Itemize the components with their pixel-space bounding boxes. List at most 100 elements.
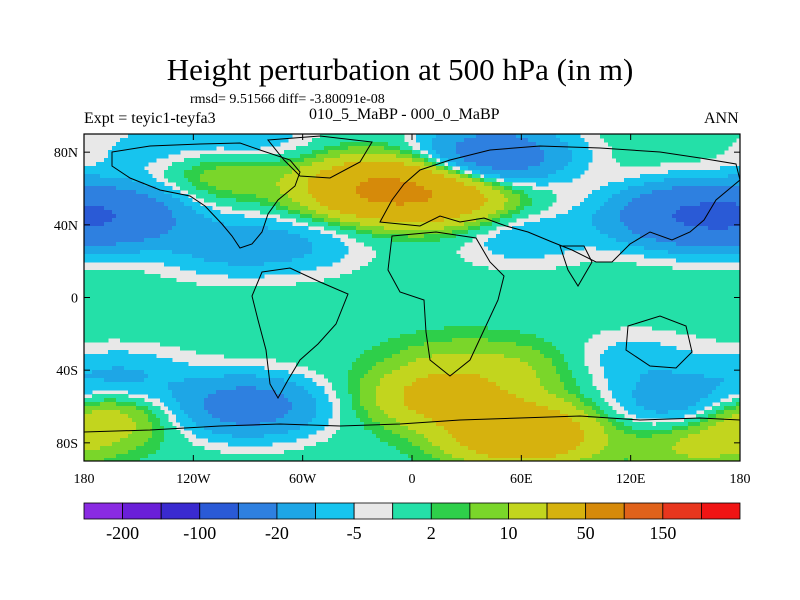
field-cell bbox=[628, 190, 633, 195]
field-cell bbox=[552, 198, 557, 203]
field-cell bbox=[600, 206, 605, 211]
field-cell bbox=[252, 190, 257, 195]
field-cell bbox=[404, 174, 409, 179]
field-cell bbox=[308, 154, 313, 159]
field-cell bbox=[300, 178, 305, 183]
field-cell bbox=[516, 146, 521, 151]
field-cell bbox=[724, 214, 729, 219]
field-cell bbox=[136, 150, 141, 155]
field-cell bbox=[360, 266, 365, 271]
field-cell bbox=[456, 266, 461, 271]
field-cell bbox=[124, 178, 129, 183]
field-cell bbox=[228, 226, 233, 231]
field-cell bbox=[684, 230, 689, 235]
field-cell bbox=[604, 222, 609, 227]
field-cell bbox=[592, 210, 597, 215]
field-cell bbox=[296, 262, 301, 267]
field-cell bbox=[404, 206, 409, 211]
field-cell bbox=[668, 138, 673, 143]
field-cell bbox=[180, 238, 185, 243]
field-cell bbox=[664, 222, 669, 227]
field-cell bbox=[288, 186, 293, 191]
field-cell bbox=[160, 202, 165, 207]
field-cell bbox=[92, 230, 97, 235]
field-cell bbox=[256, 138, 261, 143]
field-cell bbox=[416, 178, 421, 183]
field-cell bbox=[428, 198, 433, 203]
field-cell bbox=[384, 230, 389, 235]
field-cell bbox=[652, 182, 657, 187]
field-cell bbox=[528, 226, 533, 231]
field-cell bbox=[360, 210, 365, 215]
field-cell bbox=[232, 162, 237, 167]
field-cell bbox=[668, 266, 673, 271]
field-cell bbox=[100, 206, 105, 211]
field-cell bbox=[688, 274, 693, 279]
field-cell bbox=[236, 154, 241, 159]
field-cell bbox=[712, 226, 717, 231]
field-cell bbox=[272, 138, 277, 143]
field-cell bbox=[228, 222, 233, 227]
field-cell bbox=[388, 150, 393, 155]
field-cell bbox=[280, 154, 285, 159]
field-cell bbox=[688, 170, 693, 175]
field-cell bbox=[536, 182, 541, 187]
field-cell bbox=[276, 258, 281, 263]
field-cell bbox=[616, 246, 621, 251]
field-cell bbox=[104, 222, 109, 227]
field-cell bbox=[248, 218, 253, 223]
field-cell bbox=[640, 218, 645, 223]
field-cell bbox=[128, 222, 133, 227]
field-cell bbox=[384, 214, 389, 219]
field-cell bbox=[148, 210, 153, 215]
field-cell bbox=[456, 258, 461, 263]
field-cell bbox=[248, 238, 253, 243]
field-cell bbox=[216, 266, 221, 271]
field-cell bbox=[720, 222, 725, 227]
field-cell bbox=[356, 214, 361, 219]
field-cell bbox=[432, 218, 437, 223]
field-cell bbox=[364, 226, 369, 231]
field-cell bbox=[412, 254, 417, 259]
field-cell bbox=[660, 246, 665, 251]
field-cell bbox=[620, 190, 625, 195]
field-cell bbox=[324, 234, 329, 239]
field-cell bbox=[560, 178, 565, 183]
field-cell bbox=[208, 250, 213, 255]
field-cell bbox=[140, 270, 145, 275]
field-cell bbox=[144, 206, 149, 211]
field-cell bbox=[532, 134, 537, 139]
field-cell bbox=[124, 234, 129, 239]
field-cell bbox=[696, 254, 701, 259]
field-cell bbox=[388, 206, 393, 211]
field-cell bbox=[464, 174, 469, 179]
field-cell bbox=[212, 170, 217, 175]
field-cell bbox=[276, 186, 281, 191]
field-cell bbox=[428, 166, 433, 171]
field-cell bbox=[632, 194, 637, 199]
field-cell bbox=[476, 230, 481, 235]
field-cell bbox=[416, 266, 421, 271]
field-cell bbox=[352, 158, 357, 163]
field-cell bbox=[116, 178, 121, 183]
field-cell bbox=[312, 246, 317, 251]
field-cell bbox=[156, 246, 161, 251]
field-cell bbox=[128, 218, 133, 223]
field-cell bbox=[284, 194, 289, 199]
field-cell bbox=[480, 202, 485, 207]
field-cell bbox=[136, 210, 141, 215]
field-cell bbox=[152, 222, 157, 227]
field-cell bbox=[548, 134, 553, 139]
field-cell bbox=[344, 158, 349, 163]
field-cell bbox=[268, 266, 273, 271]
field-cell bbox=[256, 142, 261, 147]
field-cell bbox=[556, 266, 561, 271]
field-cell bbox=[728, 134, 733, 139]
field-cell bbox=[508, 218, 513, 223]
field-cell bbox=[588, 270, 593, 275]
field-cell bbox=[408, 258, 413, 263]
field-cell bbox=[368, 238, 373, 243]
field-cell bbox=[488, 138, 493, 143]
field-cell bbox=[648, 226, 653, 231]
field-cell bbox=[256, 266, 261, 271]
